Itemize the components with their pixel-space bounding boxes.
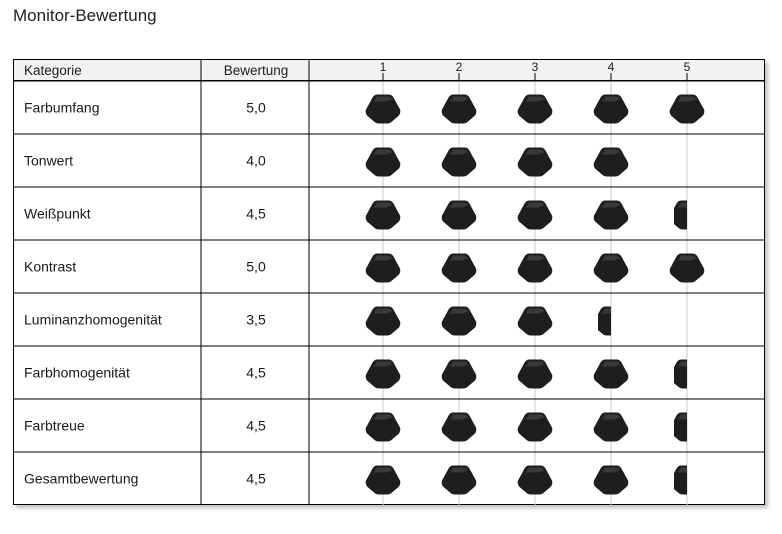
table-row: Farbumfang 5,0	[24, 100, 266, 116]
rating-mark	[593, 359, 629, 389]
table-rows: Farbumfang 5,0 Tonwert 4,0 Weißpunkt 4,5 Kontr…	[13, 80, 765, 487]
rating-mark	[593, 412, 629, 442]
rating-mark	[365, 253, 401, 283]
rating-mark	[441, 465, 477, 495]
rating-mark	[593, 253, 629, 283]
rating-mark	[517, 94, 553, 124]
table-row: Tonwert 4,0	[24, 153, 266, 169]
category-label: Luminanzhomogenität	[24, 312, 162, 328]
tick-label: 5	[684, 60, 691, 74]
table-row: Kontrast 5,0	[24, 259, 266, 275]
rating-mark	[441, 359, 477, 389]
rating-mark	[441, 147, 477, 177]
rating-mark	[669, 94, 705, 124]
rating-value: 4,0	[246, 153, 266, 169]
rating-mark	[441, 306, 477, 336]
rating-mark	[517, 253, 553, 283]
rating-mark	[517, 147, 553, 177]
rating-mark	[441, 253, 477, 283]
scale-ticks: 1 2 3 4 5	[380, 60, 691, 81]
rating-mark	[365, 147, 401, 177]
tick-label: 4	[608, 60, 615, 74]
rating-mark	[517, 359, 553, 389]
rating-mark	[517, 412, 553, 442]
rating-mark	[365, 94, 401, 124]
rating-half-mark	[674, 200, 687, 230]
category-label: Weißpunkt	[24, 206, 91, 222]
rating-mark	[365, 412, 401, 442]
page-title: Monitor-Bewertung	[13, 6, 157, 25]
rating-mark	[441, 94, 477, 124]
rating-value: 5,0	[246, 259, 266, 275]
rating-chart: Kategorie Bewertung Farbumfang 5,0 Tonwert…	[13, 59, 765, 505]
category-label: Tonwert	[24, 153, 73, 169]
rating-value: 4,5	[246, 418, 266, 434]
category-label: Farbtreue	[24, 418, 85, 434]
rating-half-mark	[674, 412, 687, 442]
rating-mark	[365, 359, 401, 389]
category-label: Farbumfang	[24, 100, 99, 116]
table-row: Farbhomogenität 4,5	[24, 365, 266, 381]
table-row: Weißpunkt 4,5	[24, 206, 266, 222]
rating-mark	[593, 147, 629, 177]
category-label: Gesamtbewertung	[24, 471, 138, 487]
rating-mark	[441, 200, 477, 230]
rating-marks	[365, 94, 705, 495]
rating-value: 5,0	[246, 100, 266, 116]
header-row	[13, 59, 765, 81]
rating-half-mark	[674, 359, 687, 389]
rating-value: 4,5	[246, 365, 266, 381]
category-label: Kontrast	[24, 259, 76, 275]
rating-mark	[441, 412, 477, 442]
rating-half-mark	[674, 465, 687, 495]
category-label: Farbhomogenität	[24, 365, 130, 381]
table-row: Luminanzhomogenität 3,5	[24, 312, 266, 328]
tick-label: 1	[380, 60, 387, 74]
rating-half-mark	[598, 306, 611, 336]
rating-mark	[365, 200, 401, 230]
tick-label: 3	[532, 60, 539, 74]
table-row: Gesamtbewertung 4,5	[24, 471, 266, 487]
rating-mark	[593, 465, 629, 495]
rating-value: 3,5	[246, 312, 266, 328]
rating-value: 4,5	[246, 206, 266, 222]
header-category: Kategorie	[24, 63, 82, 78]
rating-mark	[593, 200, 629, 230]
rating-mark	[669, 253, 705, 283]
table-row: Farbtreue 4,5	[24, 418, 266, 434]
rating-mark	[517, 306, 553, 336]
rating-mark	[593, 94, 629, 124]
rating-table: Kategorie Bewertung Farbumfang 5,0 Tonwert…	[13, 59, 765, 505]
tick-label: 2	[456, 60, 463, 74]
rating-value: 4,5	[246, 471, 266, 487]
rating-mark	[517, 200, 553, 230]
rating-mark	[365, 306, 401, 336]
header-rating: Bewertung	[224, 63, 289, 78]
rating-mark	[365, 465, 401, 495]
rating-mark	[517, 465, 553, 495]
